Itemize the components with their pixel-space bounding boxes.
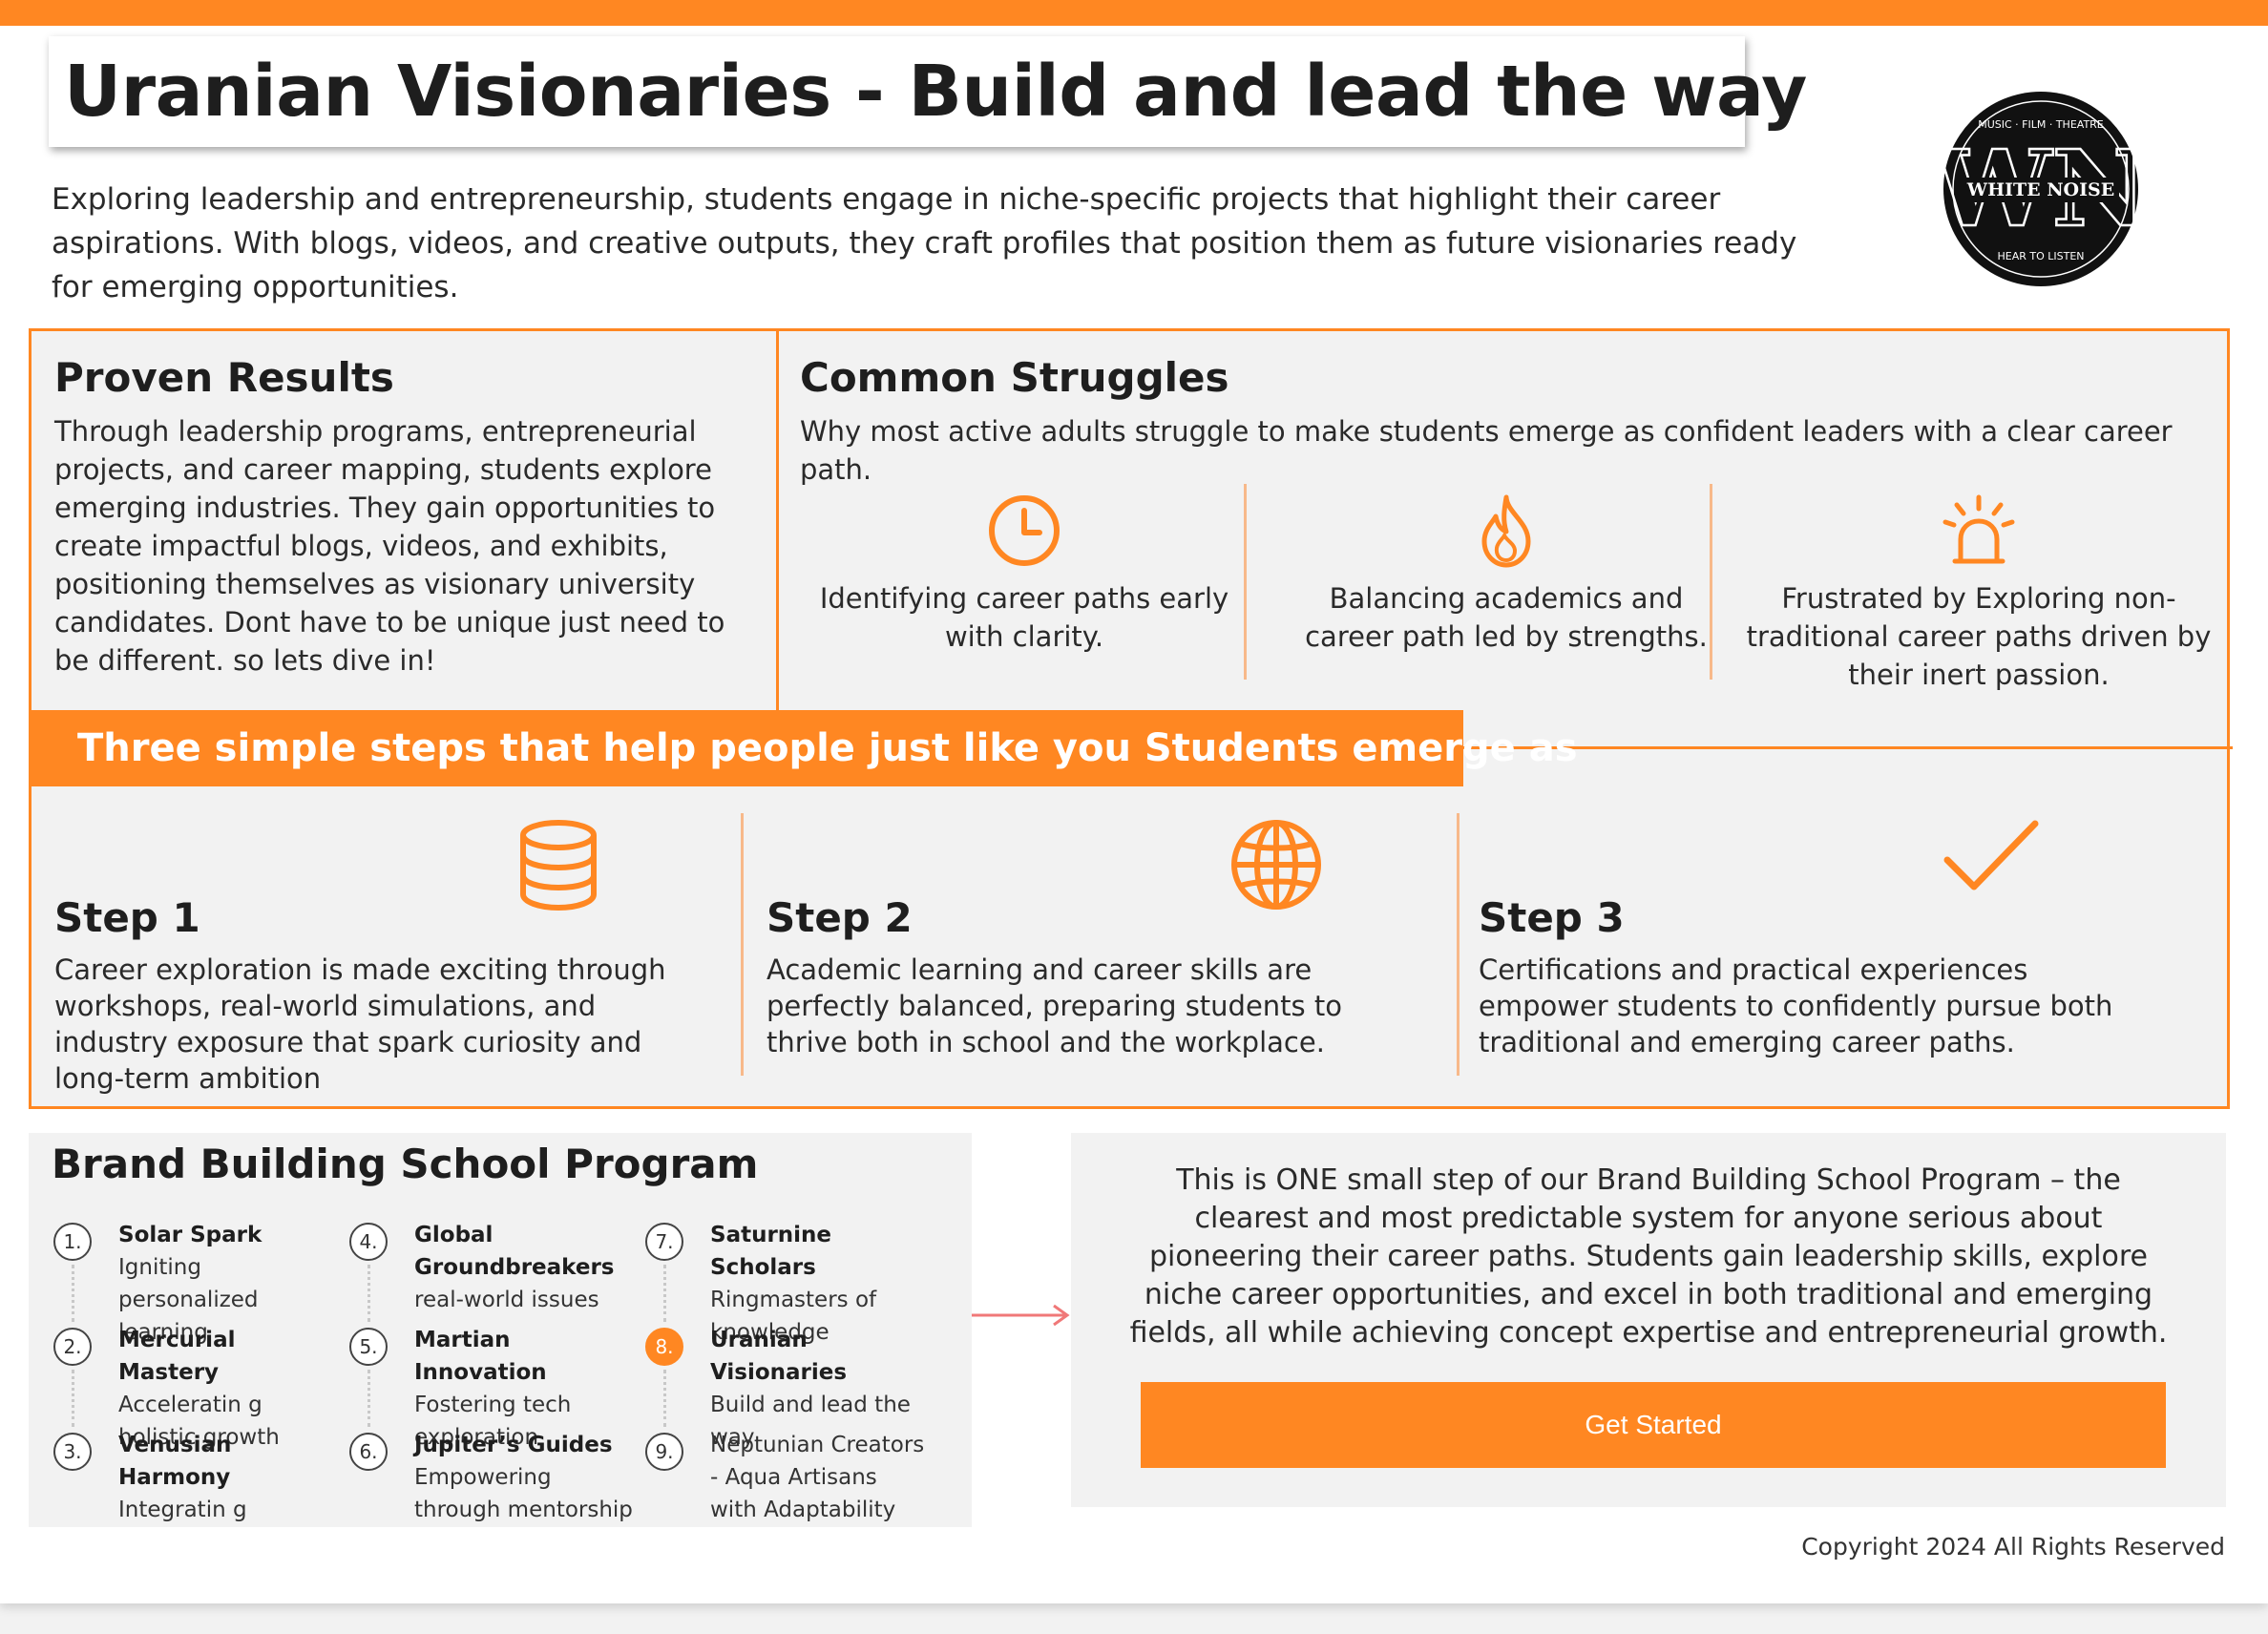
- program-item[interactable]: 3. Venusian Harmony Integratin g creativ…: [52, 1429, 338, 1527]
- step-number: 2.: [53, 1328, 92, 1366]
- connector: [72, 1370, 74, 1427]
- struggle-text: Balancing academics and career path led …: [1305, 582, 1708, 653]
- program-item-name: Mercurial Mastery: [118, 1328, 236, 1385]
- copyright: Copyright 2024 All Rights Reserved: [1801, 1533, 2225, 1561]
- database-icon: [520, 820, 597, 911]
- step-label: Step 1: [54, 894, 200, 941]
- program-title: Brand Building School Program: [52, 1141, 759, 1187]
- get-started-button[interactable]: Get Started: [1141, 1382, 2166, 1468]
- divider: [741, 813, 744, 1076]
- step-text: Academic learning and career skills are …: [766, 953, 1342, 1058]
- checkmark-icon: [1943, 820, 2039, 890]
- arrow-right-icon: [972, 1304, 1070, 1327]
- step-number: 6.: [349, 1433, 388, 1471]
- step-number: 7.: [645, 1223, 683, 1261]
- logo-bottom-text: HEAR TO LISTEN: [1997, 250, 2084, 262]
- common-struggles-subtitle: Why most active adults struggle to make …: [800, 415, 2173, 486]
- program-item-name: Saturnine Scholars: [710, 1223, 832, 1280]
- program-item-desc: Integratin g creativity and: [118, 1498, 247, 1522]
- program-panel: Brand Building School Program 1. Solar S…: [29, 1133, 972, 1527]
- cta-panel: This is ONE small step of our Brand Buil…: [1071, 1133, 2226, 1507]
- results-and-steps-panel: Proven Results Through leadership progra…: [29, 328, 2233, 1109]
- program-item-current[interactable]: 8. Uranian Visionaries Build and lead th…: [643, 1324, 930, 1450]
- struggle-text: Frustrated by Exploring non-traditional …: [1746, 582, 2212, 691]
- connector: [72, 1265, 74, 1322]
- program-item-desc: Build and lead the way: [710, 1393, 911, 1450]
- program-item[interactable]: 2. Mercurial Mastery Acceleratin g holis…: [52, 1324, 338, 1450]
- proven-results-body: Through leadership programs, entrepreneu…: [54, 415, 725, 677]
- flame-icon: [1481, 494, 1531, 568]
- program-item-name: Uranian Visionaries: [710, 1328, 848, 1385]
- common-struggles-title: Common Struggles: [800, 354, 1229, 401]
- program-item-desc: Empowering through mentorship: [414, 1465, 633, 1522]
- divider: [1457, 813, 1460, 1076]
- program-item-desc: Ringmasters of knowledge: [710, 1288, 877, 1345]
- program-item-name: Jupiter’s Guides: [414, 1433, 613, 1457]
- program-item-desc: Acceleratin g holistic growth: [118, 1393, 280, 1450]
- white-noise-logo: WN WHITE NOISE MUSIC · FILM · THEATRE HE…: [1942, 92, 2140, 286]
- program-item-name: Solar Spark: [118, 1223, 262, 1247]
- program-item[interactable]: 7. Saturnine Scholars Ringmasters of kno…: [643, 1219, 930, 1345]
- step-number-active: 8.: [645, 1328, 683, 1366]
- steps-heading: Three simple steps that help people just…: [77, 726, 1578, 770]
- program-item-desc: Igniting personalized learning: [118, 1255, 259, 1345]
- globe-icon: [1231, 820, 1321, 910]
- divider: [776, 331, 779, 710]
- top-accent-bar: [0, 0, 2268, 26]
- step-number: 9.: [645, 1433, 683, 1471]
- connector: [368, 1265, 370, 1322]
- struggle-item: Frustrated by Exploring non-traditional …: [1740, 492, 2217, 694]
- struggle-item: Identifying career paths early with clar…: [814, 492, 1234, 656]
- program-item-desc: real-world issues: [414, 1288, 599, 1312]
- steps-heading-band: Three simple steps that help people just…: [32, 710, 1578, 786]
- program-column: 7. Saturnine Scholars Ringmasters of kno…: [643, 1219, 930, 1527]
- step-number: 4.: [349, 1223, 388, 1261]
- step-label: Step 3: [1479, 894, 1625, 941]
- divider: [1463, 746, 2233, 749]
- program-item-desc: Fostering tech exploration: [414, 1393, 572, 1450]
- program-item-name: Venusian Harmony: [118, 1433, 232, 1490]
- program-column: 1. Solar Spark Igniting personalized lea…: [52, 1219, 338, 1527]
- page-title: Uranian Visionaries - Build and lead the…: [64, 51, 1807, 133]
- step-number: 3.: [53, 1433, 92, 1471]
- proven-results-title: Proven Results: [54, 354, 394, 401]
- cta-text: This is ONE small step of our Brand Buil…: [1129, 1163, 2168, 1350]
- connector: [368, 1370, 370, 1427]
- step-text: Career exploration is made exciting thro…: [54, 953, 666, 1095]
- step-number: 5.: [349, 1328, 388, 1366]
- connector: [663, 1370, 666, 1427]
- program-item[interactable]: 9. Neptunian Creators - Aqua Artisans wi…: [643, 1429, 930, 1527]
- step-label: Step 2: [766, 894, 913, 941]
- program-item[interactable]: 1. Solar Spark Igniting personalized lea…: [52, 1219, 338, 1345]
- struggle-text: Identifying career paths early with clar…: [819, 582, 1229, 653]
- program-item[interactable]: 6. Jupiter’s Guides Empowering through m…: [347, 1429, 634, 1527]
- struggle-item: Balancing academics and career path led …: [1287, 492, 1726, 656]
- connector: [663, 1265, 666, 1322]
- logo-name: WHITE NOISE: [1966, 179, 2114, 200]
- step-number: 1.: [53, 1223, 92, 1261]
- clock-icon: [989, 495, 1060, 566]
- program-item-name: Martian Innovation: [414, 1328, 547, 1385]
- step-text: Certifications and practical experiences…: [1479, 953, 2113, 1058]
- program-item[interactable]: 5. Martian Innovation Fostering tech exp…: [347, 1324, 634, 1450]
- program-column: 4. Global Groundbreakers real-world issu…: [347, 1219, 634, 1527]
- logo-top-text: MUSIC · FILM · THEATRE: [1978, 118, 2104, 131]
- divider: [1710, 484, 1712, 680]
- intro-text: Exploring leadership and entrepreneurshi…: [52, 182, 1797, 304]
- common-struggles-section: Common Struggles Why most active adults …: [800, 354, 2213, 489]
- divider: [1244, 484, 1247, 680]
- title-box: Uranian Visionaries - Build and lead the…: [49, 36, 1807, 147]
- program-item-name: Global Groundbreakers: [414, 1223, 615, 1280]
- proven-results-section: Proven Results Through leadership progra…: [54, 354, 751, 680]
- alarm-icon: [1942, 494, 2015, 564]
- program-item[interactable]: 4. Global Groundbreakers real-world issu…: [347, 1219, 634, 1324]
- program-item-desc: Neptunian Creators - Aqua Artisans with …: [710, 1433, 925, 1522]
